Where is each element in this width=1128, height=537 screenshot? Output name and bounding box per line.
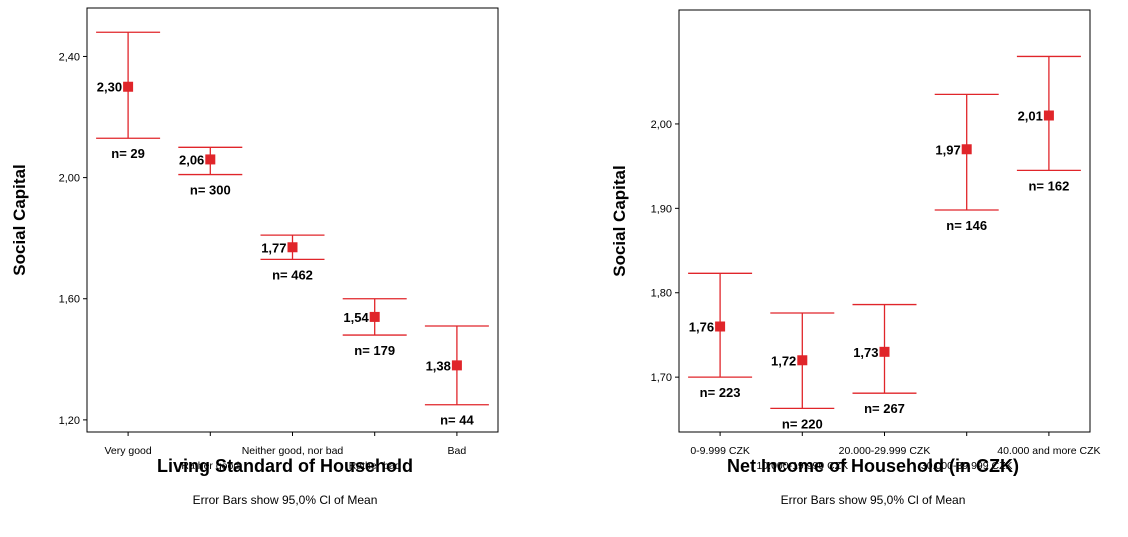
mean-value-label: 2,01 xyxy=(1018,109,1043,124)
mean-value-label: 1,54 xyxy=(343,310,369,325)
sample-size-label: n= 44 xyxy=(440,413,474,428)
x-category-label: 0-9.999 CZK xyxy=(690,445,750,457)
y-tick-label: 1,70 xyxy=(651,372,672,384)
y-tick-label: 2,00 xyxy=(651,119,672,131)
sample-size-label: n= 267 xyxy=(864,401,905,416)
mean-value-label: 2,30 xyxy=(97,80,122,95)
x-category-label: Rather bad xyxy=(349,460,401,472)
x-category-label: 30.000-39.999 CZK xyxy=(921,460,1013,472)
x-category-label: Rather good xyxy=(181,460,239,472)
sample-size-label: n= 146 xyxy=(946,218,987,233)
mean-point xyxy=(1043,110,1054,121)
sample-size-label: n= 300 xyxy=(190,183,231,198)
y-tick-label: 2,40 xyxy=(59,51,80,63)
sample-size-label: n= 179 xyxy=(354,343,395,358)
mean-value-label: 1,76 xyxy=(689,320,714,335)
mean-point xyxy=(797,355,808,366)
x-axis-title: Living Standard of Household xyxy=(157,456,413,476)
sample-size-label: n= 462 xyxy=(272,267,313,282)
chart-living-standard: 1,20 1,60 2,00 2,40 Very good Rather goodNeit… xyxy=(10,7,499,507)
mean-value-label: 1,77 xyxy=(261,240,286,255)
mean-point xyxy=(123,81,134,92)
sample-size-label: n= 29 xyxy=(111,146,145,161)
mean-point xyxy=(369,311,380,322)
y-axis-title: Social Capital xyxy=(610,165,629,276)
mean-point xyxy=(205,154,216,165)
mean-point xyxy=(715,321,726,332)
sample-size-label: n= 162 xyxy=(1028,178,1069,193)
mean-value-label: 1,72 xyxy=(771,353,796,368)
x-category-label: 10.000-19.999 CZK xyxy=(756,460,848,472)
x-axis-title: Net Income of Household (in CZK) xyxy=(727,456,1019,476)
mean-point xyxy=(287,242,298,253)
y-axis-title: Social Capital xyxy=(10,164,29,275)
y-tick-label: 1,90 xyxy=(651,203,672,215)
y-tick-label: 1,20 xyxy=(59,415,80,427)
chart-net-income: 1,70 1,80 1,90 2,00 0-9.999 CZK 10.000-19.999… xyxy=(610,9,1101,507)
x-category-label: 40.000 and more CZK xyxy=(997,445,1100,457)
sample-size-label: n= 220 xyxy=(782,416,823,431)
mean-point xyxy=(961,144,972,155)
footnote: Error Bars show 95,0% Cl of Mean xyxy=(781,493,966,507)
y-tick-label: 1,80 xyxy=(651,288,672,300)
footnote: Error Bars show 95,0% Cl of Mean xyxy=(193,493,378,507)
mean-value-label: 2,06 xyxy=(179,152,204,167)
x-category-label: Neither good, nor bad xyxy=(242,445,344,457)
mean-point xyxy=(879,346,890,357)
x-category-label: Bad xyxy=(448,445,467,457)
y-tick-label: 2,00 xyxy=(59,173,80,185)
x-category-label: 20.000-29.999 CZK xyxy=(839,445,931,457)
mean-value-label: 1,73 xyxy=(853,345,878,360)
mean-point xyxy=(451,360,462,371)
sample-size-label: n= 223 xyxy=(700,385,741,400)
mean-value-label: 1,97 xyxy=(935,142,960,157)
y-tick-label: 1,60 xyxy=(59,294,80,306)
mean-value-label: 1,38 xyxy=(426,358,451,373)
x-category-label: Very good xyxy=(104,445,151,457)
